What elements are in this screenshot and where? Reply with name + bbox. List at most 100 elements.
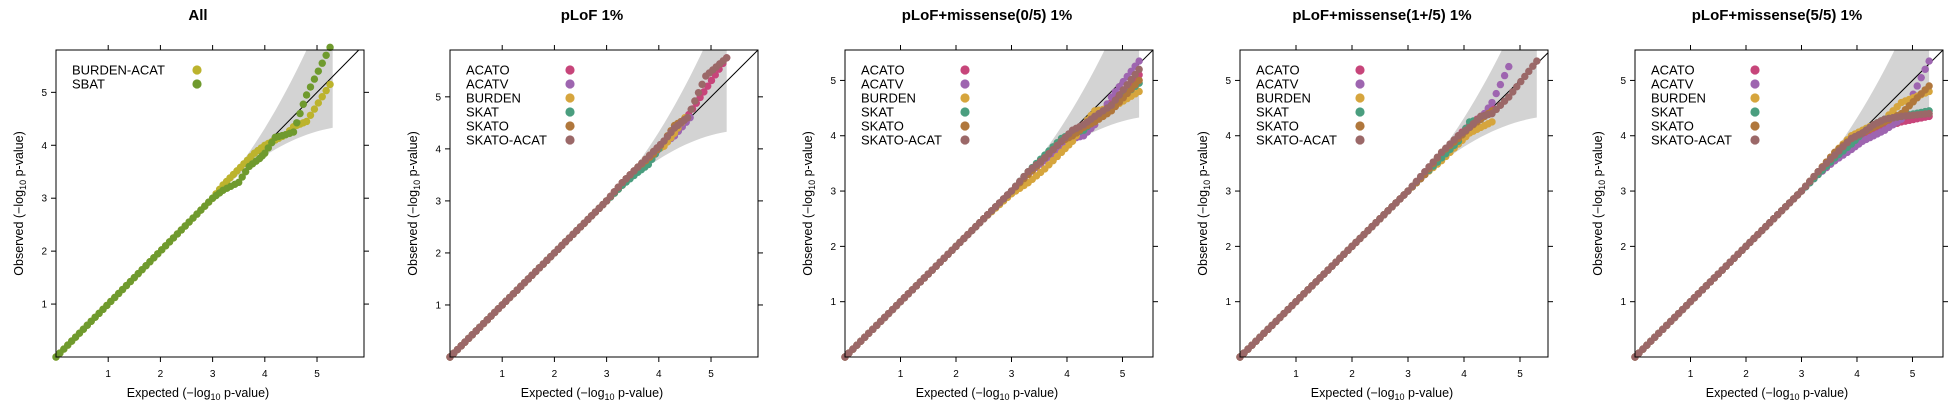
data-point bbox=[1917, 73, 1925, 82]
data-point bbox=[1533, 57, 1541, 65]
data-point bbox=[1020, 172, 1028, 181]
y-tick-label: 4 bbox=[41, 141, 47, 152]
legend-marker bbox=[192, 79, 202, 89]
data-point bbox=[1131, 70, 1139, 79]
confidence-band bbox=[606, 50, 727, 202]
data-point bbox=[318, 59, 326, 67]
y-tick-label: 4 bbox=[1225, 131, 1231, 142]
x-tick-label: 3 bbox=[604, 369, 610, 380]
data-point bbox=[1007, 187, 1016, 195]
legend-label: ACATO bbox=[1651, 63, 1695, 78]
data-point bbox=[1913, 82, 1921, 90]
plot-frame bbox=[1239, 49, 1549, 358]
data-point bbox=[1505, 62, 1513, 71]
y-axis-label: Observed (−log10 p-value) bbox=[1591, 131, 1607, 275]
legend-label: ACATV bbox=[1651, 77, 1694, 92]
legend-marker bbox=[960, 121, 970, 131]
x-axis-label: Expected (−log10 p-value) bbox=[1311, 386, 1453, 402]
y-tick-label: 5 bbox=[830, 76, 836, 87]
legend-label: SKATO bbox=[1256, 119, 1299, 134]
y-tick-label: 2 bbox=[1225, 242, 1231, 253]
data-point bbox=[703, 82, 712, 90]
legend-label: ACATO bbox=[861, 63, 905, 78]
data-point bbox=[314, 99, 323, 107]
legend-label: SKATO-ACAT bbox=[1651, 133, 1732, 148]
data-point bbox=[1408, 182, 1416, 190]
x-tick-label: 2 bbox=[1743, 369, 1749, 380]
data-point bbox=[238, 173, 246, 181]
legend-label: SKATO bbox=[861, 119, 904, 134]
data-point bbox=[299, 100, 308, 108]
series-skato-acat bbox=[841, 65, 1143, 361]
series-skato-acat bbox=[1631, 109, 1933, 361]
legend-marker bbox=[960, 79, 970, 89]
legend-label: SKAT bbox=[1256, 105, 1289, 120]
y-tick-label: 5 bbox=[1225, 76, 1231, 87]
data-point bbox=[707, 76, 716, 85]
y-tick-label: 3 bbox=[41, 194, 47, 205]
data-point bbox=[1412, 177, 1421, 186]
y-tick-label: 1 bbox=[1620, 297, 1626, 308]
confidence-band bbox=[212, 50, 333, 200]
legend-marker bbox=[1355, 65, 1365, 75]
legend-label: ACATO bbox=[1256, 63, 1300, 78]
data-point bbox=[1925, 109, 1933, 118]
data-point bbox=[1416, 172, 1425, 181]
plot-frame bbox=[1634, 49, 1944, 358]
data-point bbox=[296, 109, 304, 118]
x-tick-label: 1 bbox=[1688, 369, 1694, 380]
y-tick-label: 1 bbox=[435, 300, 441, 311]
x-tick-label: 4 bbox=[262, 369, 268, 380]
data-point bbox=[691, 97, 699, 105]
y-tick-label: 5 bbox=[1620, 76, 1626, 87]
legend-marker bbox=[565, 121, 575, 131]
legend-marker bbox=[1750, 135, 1760, 145]
x-tick-label: 5 bbox=[1910, 369, 1916, 380]
data-point bbox=[1492, 89, 1500, 98]
data-point bbox=[314, 67, 323, 75]
data-point bbox=[1509, 88, 1517, 96]
y-tick-label: 3 bbox=[830, 187, 836, 198]
qq-panel-3: 1 2 3 4 5 1 2 3 4 5 pLoF+missense(0/5) 1% Expected … bbox=[801, 7, 1158, 402]
data-point bbox=[264, 144, 272, 152]
y-tick-label: 5 bbox=[41, 88, 47, 99]
data-point bbox=[293, 119, 301, 127]
y-tick-label: 3 bbox=[1620, 187, 1626, 198]
data-point bbox=[1016, 177, 1024, 186]
data-point bbox=[1521, 72, 1529, 81]
y-axis-label: Observed (−log10 p-value) bbox=[801, 131, 817, 275]
x-axis-label: Expected (−log10 p-value) bbox=[521, 386, 663, 402]
legend-label: BURDEN bbox=[861, 91, 916, 106]
panel-title: All bbox=[188, 7, 207, 24]
x-tick-label: 2 bbox=[953, 369, 959, 380]
y-tick-label: 1 bbox=[1225, 297, 1231, 308]
data-point bbox=[1810, 172, 1818, 181]
data-point bbox=[722, 54, 731, 62]
confidence-band bbox=[1408, 50, 1537, 193]
x-tick-label: 2 bbox=[552, 369, 558, 380]
x-tick-label: 3 bbox=[1405, 369, 1411, 380]
x-tick-label: 5 bbox=[1517, 369, 1523, 380]
data-point bbox=[698, 80, 706, 89]
data-point bbox=[1525, 67, 1533, 76]
legend-marker bbox=[1355, 121, 1365, 131]
x-tick-label: 3 bbox=[1009, 369, 1015, 380]
x-tick-label: 4 bbox=[1854, 369, 1860, 380]
x-tick-label: 1 bbox=[499, 369, 505, 380]
legend-label: BURDEN bbox=[1256, 91, 1311, 106]
legend-label: ACATV bbox=[861, 77, 904, 92]
legend-marker bbox=[1355, 107, 1365, 117]
legend-marker bbox=[565, 65, 575, 75]
data-point bbox=[1127, 75, 1135, 84]
legend-label: SKAT bbox=[1651, 105, 1684, 120]
x-tick-label: 3 bbox=[1799, 369, 1805, 380]
data-point bbox=[289, 128, 298, 136]
x-axis-label: Expected (−log10 p-value) bbox=[1706, 386, 1848, 402]
qq-panel-4: 1 2 3 4 5 1 2 3 4 5 pLoF+missense(1+/5) 1% Expected… bbox=[1196, 7, 1553, 402]
legend-label: ACATV bbox=[466, 77, 509, 92]
data-point bbox=[322, 86, 330, 95]
y-tick-label: 2 bbox=[830, 242, 836, 253]
y-axis-label: Observed (−log10 p-value) bbox=[406, 131, 422, 275]
panel-title: pLoF+missense(0/5) 1% bbox=[902, 7, 1072, 24]
